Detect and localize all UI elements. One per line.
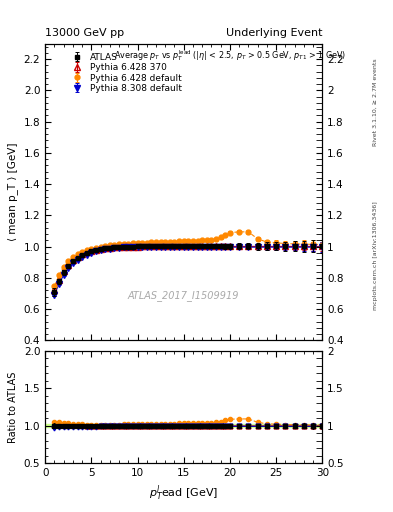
Text: Average $p_T$ vs $p_T^{\rm lead}$ ($|\eta|$ < 2.5, $p_T$ > 0.5 GeV, $p_{T1}$ > 1: Average $p_T$ vs $p_T^{\rm lead}$ ($|\et… — [114, 48, 347, 63]
Y-axis label: ⟨ mean p_T ⟩ [GeV]: ⟨ mean p_T ⟩ [GeV] — [7, 143, 18, 241]
Text: 13000 GeV pp: 13000 GeV pp — [45, 28, 124, 37]
Text: ATLAS_2017_I1509919: ATLAS_2017_I1509919 — [128, 290, 239, 302]
Legend: ATLAS, Pythia 6.428 370, Pythia 6.428 default, Pythia 8.308 default: ATLAS, Pythia 6.428 370, Pythia 6.428 de… — [66, 51, 184, 95]
Text: mcplots.cern.ch [arXiv:1306.3436]: mcplots.cern.ch [arXiv:1306.3436] — [373, 202, 378, 310]
Y-axis label: Ratio to ATLAS: Ratio to ATLAS — [8, 371, 18, 443]
Bar — [45, 424, 322, 428]
Text: Rivet 3.1.10, ≥ 2.7M events: Rivet 3.1.10, ≥ 2.7M events — [373, 58, 378, 146]
Text: Underlying Event: Underlying Event — [226, 28, 322, 37]
X-axis label: $p_T^{l}$ead [GeV]: $p_T^{l}$ead [GeV] — [149, 484, 219, 503]
